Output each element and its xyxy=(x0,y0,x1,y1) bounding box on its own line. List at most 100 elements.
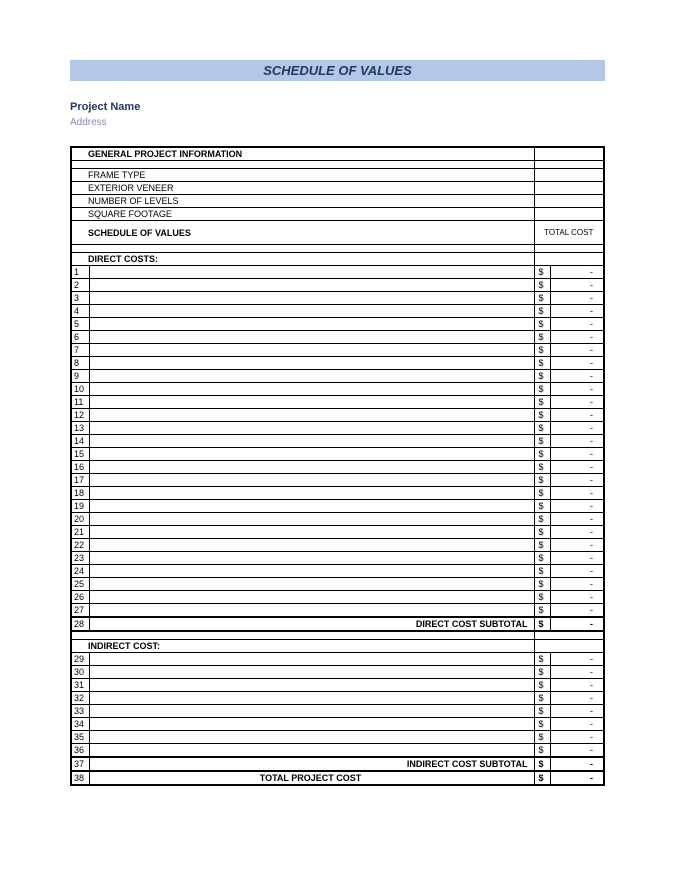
cost-row: 13$- xyxy=(71,422,604,435)
info-label: FRAME TYPE xyxy=(71,169,534,182)
row-number: 2 xyxy=(71,279,89,292)
currency-symbol: $ xyxy=(534,513,550,526)
row-number: 21 xyxy=(71,526,89,539)
cost-row: 15$- xyxy=(71,448,604,461)
row-number: 37 xyxy=(71,757,89,771)
row-description xyxy=(89,331,534,344)
page-title: SCHEDULE OF VALUES xyxy=(70,60,605,81)
cost-row: 12$- xyxy=(71,409,604,422)
row-description xyxy=(89,279,534,292)
row-number: 25 xyxy=(71,578,89,591)
total-cost-header: TOTAL COST xyxy=(534,221,604,245)
row-number: 12 xyxy=(71,409,89,422)
currency-symbol: $ xyxy=(534,292,550,305)
cost-row: 31 $- xyxy=(71,678,604,691)
row-value: - xyxy=(550,448,604,461)
row-number: 31 xyxy=(71,678,89,691)
row-number: 36 xyxy=(71,743,89,757)
row-number: 18 xyxy=(71,487,89,500)
indirect-subtotal-row: 37 INDIRECT COST SUBTOTAL $ - xyxy=(71,757,604,771)
row-description xyxy=(89,665,534,678)
row-value: - xyxy=(550,266,604,279)
cost-row: 2$- xyxy=(71,279,604,292)
row-description xyxy=(89,357,534,370)
direct-costs-header: DIRECT COSTS: xyxy=(71,253,534,266)
currency-symbol: $ xyxy=(534,305,550,318)
row-number: 27 xyxy=(71,604,89,618)
cost-row: 7$- xyxy=(71,344,604,357)
row-value: - xyxy=(550,500,604,513)
row-description xyxy=(89,487,534,500)
cost-row: 22$- xyxy=(71,539,604,552)
row-number: 19 xyxy=(71,500,89,513)
indirect-cost-header: INDIRECT COST: xyxy=(71,639,534,652)
cost-row: 5$- xyxy=(71,318,604,331)
row-value: - xyxy=(550,539,604,552)
currency-symbol: $ xyxy=(534,344,550,357)
row-number: 15 xyxy=(71,448,89,461)
row-description xyxy=(89,500,534,513)
cost-row: 25$- xyxy=(71,578,604,591)
info-label: SQUARE FOOTAGE xyxy=(71,208,534,221)
currency-symbol: $ xyxy=(534,409,550,422)
cost-row: 27$- xyxy=(71,604,604,618)
cost-row: 26$- xyxy=(71,591,604,604)
row-number: 1 xyxy=(71,266,89,279)
row-description xyxy=(89,652,534,665)
row-description xyxy=(89,344,534,357)
empty-cell xyxy=(534,147,604,161)
project-name: Project Name xyxy=(70,101,605,113)
currency-symbol: $ xyxy=(534,604,550,618)
row-value: - xyxy=(550,743,604,757)
row-description xyxy=(89,604,534,618)
cost-row: 32$- xyxy=(71,691,604,704)
info-row: FRAME TYPE xyxy=(71,169,604,182)
row-value: - xyxy=(550,305,604,318)
row-number: 13 xyxy=(71,422,89,435)
row-description xyxy=(89,565,534,578)
row-value: - xyxy=(550,513,604,526)
row-value: - xyxy=(550,487,604,500)
row-number: 16 xyxy=(71,461,89,474)
row-number: 9 xyxy=(71,370,89,383)
currency-symbol: $ xyxy=(534,266,550,279)
currency-symbol: $ xyxy=(534,552,550,565)
currency-symbol: $ xyxy=(534,617,550,631)
cost-row: 35$- xyxy=(71,730,604,743)
row-number: 11 xyxy=(71,396,89,409)
row-description xyxy=(89,266,534,279)
row-value: - xyxy=(550,292,604,305)
row-value: - xyxy=(550,578,604,591)
currency-symbol: $ xyxy=(534,539,550,552)
row-number: 23 xyxy=(71,552,89,565)
row-value: - xyxy=(550,665,604,678)
schedule-header: SCHEDULE OF VALUES xyxy=(71,221,534,245)
row-value: - xyxy=(550,344,604,357)
row-description xyxy=(89,396,534,409)
currency-symbol: $ xyxy=(534,396,550,409)
currency-symbol: $ xyxy=(534,487,550,500)
cost-row: 23$- xyxy=(71,552,604,565)
cost-row: 9$- xyxy=(71,370,604,383)
row-description xyxy=(89,435,534,448)
row-number: 6 xyxy=(71,331,89,344)
cost-row: 6$- xyxy=(71,331,604,344)
row-number: 29 xyxy=(71,652,89,665)
row-value: - xyxy=(550,331,604,344)
currency-symbol: $ xyxy=(534,757,550,771)
currency-symbol: $ xyxy=(534,565,550,578)
row-description xyxy=(89,292,534,305)
row-value: - xyxy=(550,591,604,604)
row-number: 5 xyxy=(71,318,89,331)
row-description xyxy=(89,474,534,487)
currency-symbol: $ xyxy=(534,461,550,474)
currency-symbol: $ xyxy=(534,279,550,292)
row-value: - xyxy=(550,678,604,691)
general-info-header: GENERAL PROJECT INFORMATION xyxy=(71,147,534,161)
currency-symbol: $ xyxy=(534,704,550,717)
currency-symbol: $ xyxy=(534,678,550,691)
info-value xyxy=(534,182,604,195)
row-value: - xyxy=(550,318,604,331)
row-value: - xyxy=(550,357,604,370)
row-value: - xyxy=(550,565,604,578)
